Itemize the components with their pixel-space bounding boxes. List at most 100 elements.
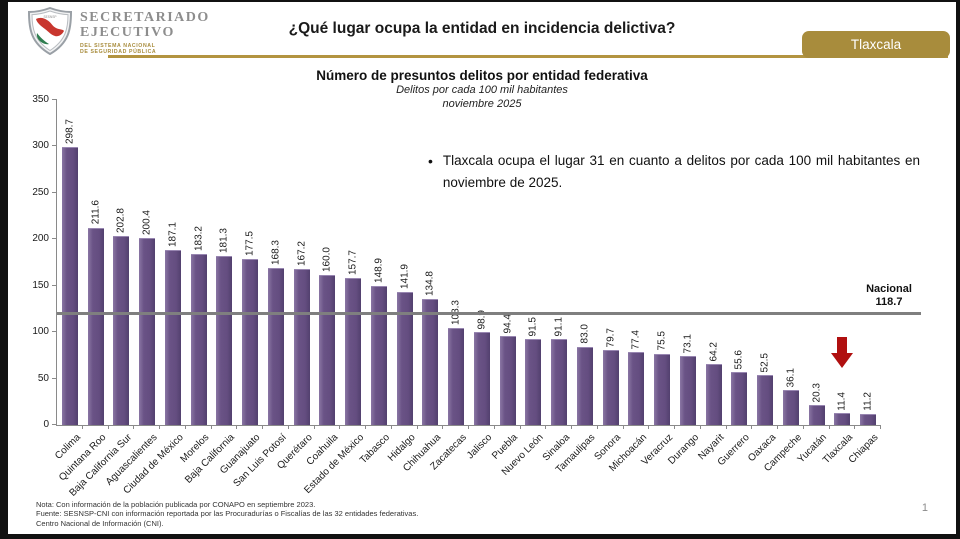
y-axis-tick-mark [52, 424, 57, 425]
bar-Guerrero [731, 372, 748, 425]
bar-slot: 73.1 Durango [666, 100, 701, 467]
bar-slot: 36.1 Campeche [762, 100, 804, 474]
x-axis-tick-mark [674, 425, 675, 429]
y-axis-tick-label: 250 [32, 186, 49, 198]
header-divider [108, 55, 948, 58]
bar-value-label: 202.8 [115, 207, 127, 233]
x-axis-tick-mark [725, 425, 727, 429]
bar-value-label: 91.1 [553, 316, 565, 337]
bar-Tamaulipas [576, 346, 593, 425]
y-axis-tick-mark [52, 238, 57, 240]
bar-value-label: 94.4 [502, 313, 514, 334]
bar-slot: 91.5 Nuevo León [500, 100, 547, 478]
y-axis-tick-mark [52, 284, 57, 286]
bar-slot: 298.7 Colima [53, 100, 83, 462]
bar-Baja California Sur [113, 235, 130, 425]
bar-slot: 141.9 Hidalgo [386, 100, 418, 464]
y-axis-tick-label: 150 [32, 279, 49, 291]
bar-value-label: 177.5 [244, 231, 256, 257]
x-axis-tick-mark [468, 425, 469, 429]
footer-notes: Nota: Con información de la población pu… [36, 500, 418, 529]
bar-Michoacán [628, 352, 645, 425]
bar-Sonora [602, 350, 619, 425]
bar-Oaxaca [757, 375, 774, 425]
x-axis-tick-mark [880, 425, 881, 429]
bullet-icon: • [428, 153, 433, 169]
bar-chart: 298.7 Colima 211.6 Quintana Roo 202.8 Baja Ca… [32, 94, 921, 499]
bar-value-label: 183.2 [193, 225, 205, 251]
national-average-line [57, 311, 921, 315]
bar-value-label: 79.7 [605, 327, 617, 347]
bar-slot: 11.2 Chiapas [847, 100, 881, 466]
x-axis-tick-mark [313, 425, 315, 429]
y-axis-tick-label: 100 [32, 326, 49, 338]
bar-Baja California [216, 255, 233, 425]
footer-note-1: Nota: Con información de la población pu… [36, 499, 316, 509]
logo-subtitle-line2: DE SEGURIDAD PÚBLICA [80, 49, 157, 55]
y-axis-tick-label: 350 [32, 94, 49, 105]
bar-slot: 187.1 Ciudad de México [121, 100, 186, 496]
national-label-text: Nacional [866, 282, 912, 295]
bar-value-label: 52.5 [759, 352, 771, 373]
bar-value-label: 20.3 [811, 382, 823, 403]
bar-slot: 167.2 Querétaro [275, 100, 315, 472]
bar-Chiapas [860, 413, 877, 425]
x-axis-tick-mark [107, 425, 109, 429]
x-axis-tick-mark [699, 425, 701, 429]
x-axis-tick-mark [236, 425, 238, 429]
bar-slot: 168.3 San Luis Potosí [231, 100, 289, 489]
bar-slot: 77.4 Michoacán [607, 100, 650, 474]
bar-Estado de México [345, 277, 362, 425]
bar-slot: 52.5 Oaxaca [746, 100, 778, 464]
highlight-arrow-icon [830, 337, 854, 374]
annotation-text: Tlaxcala ocupa el lugar 31 en cuanto a d… [442, 153, 920, 190]
bar-value-label: 187.1 [167, 222, 179, 248]
bar-slot: 177.5 Guanajuato [219, 100, 263, 476]
bar-Durango [679, 356, 696, 425]
x-axis-tick-mark [648, 425, 650, 429]
bar-slot: 79.7 Sonora [593, 100, 624, 463]
bar-value-label: 157.7 [347, 249, 359, 275]
bar-Veracruz [654, 353, 671, 425]
bar-Colima [61, 146, 78, 425]
y-axis-tick-label: 200 [32, 233, 49, 245]
bar-value-label: 167.2 [296, 240, 308, 266]
bar-Campeche [782, 390, 799, 425]
bar-value-label: 168.3 [270, 239, 282, 265]
bar-value-label: 64.2 [708, 341, 720, 362]
slide: SESNSP SECRETARIADO EJECUTIVO DEL SISTEM… [8, 2, 956, 534]
bar-Chihuahua [422, 298, 439, 425]
state-badge[interactable]: Tlaxcala [802, 31, 950, 58]
bar-Sinaloa [551, 339, 568, 425]
chart-period: noviembre 2025 [442, 98, 522, 110]
sesnsp-logo: SESNSP SECRETARIADO EJECUTIVO DEL SISTEM… [28, 7, 210, 55]
bar-slot: 202.8 Baja California Sur [67, 100, 135, 499]
footer-note-3: Centro Nacional de Información (CNI). [36, 518, 164, 528]
bar-Querétaro [293, 268, 310, 425]
x-axis-tick-mark [519, 425, 521, 429]
x-axis-tick-mark [365, 425, 366, 429]
bar-slot: 75.5 Veracruz [639, 100, 675, 468]
shield-logo-icon: SESNSP [28, 7, 72, 55]
header: SESNSP SECRETARIADO EJECUTIVO DEL SISTEM… [8, 2, 956, 62]
y-axis-tick-mark [52, 377, 57, 379]
logo-title-line2: EJECUTIVO [80, 25, 175, 40]
footer-note-2: Fuente: SESNSP-CNI con información repor… [36, 509, 419, 518]
bar-Tabasco [370, 285, 387, 425]
x-axis-tick-mark [159, 425, 160, 429]
x-axis-tick-mark [390, 425, 392, 429]
x-axis-tick-mark [622, 425, 624, 429]
bar-slot: 64.2 Nayarit [696, 100, 727, 462]
bar-value-label: 36.1 [785, 368, 797, 388]
y-axis-tick-label: 300 [32, 140, 49, 152]
x-axis-tick-mark [416, 425, 418, 429]
bar-slot: 181.3 Baja California [183, 100, 238, 486]
x-axis-tick-mark [287, 425, 289, 429]
bar-Nuevo León [525, 339, 542, 425]
x-axis-tick-mark [81, 425, 83, 429]
bar-Ciudad de México [164, 250, 181, 425]
bar-value-label: 73.1 [682, 333, 694, 354]
page-number: 1 [921, 502, 928, 514]
x-axis-tick-mark [133, 425, 135, 429]
bar-slot: 157.7 Estado de México [302, 100, 366, 496]
